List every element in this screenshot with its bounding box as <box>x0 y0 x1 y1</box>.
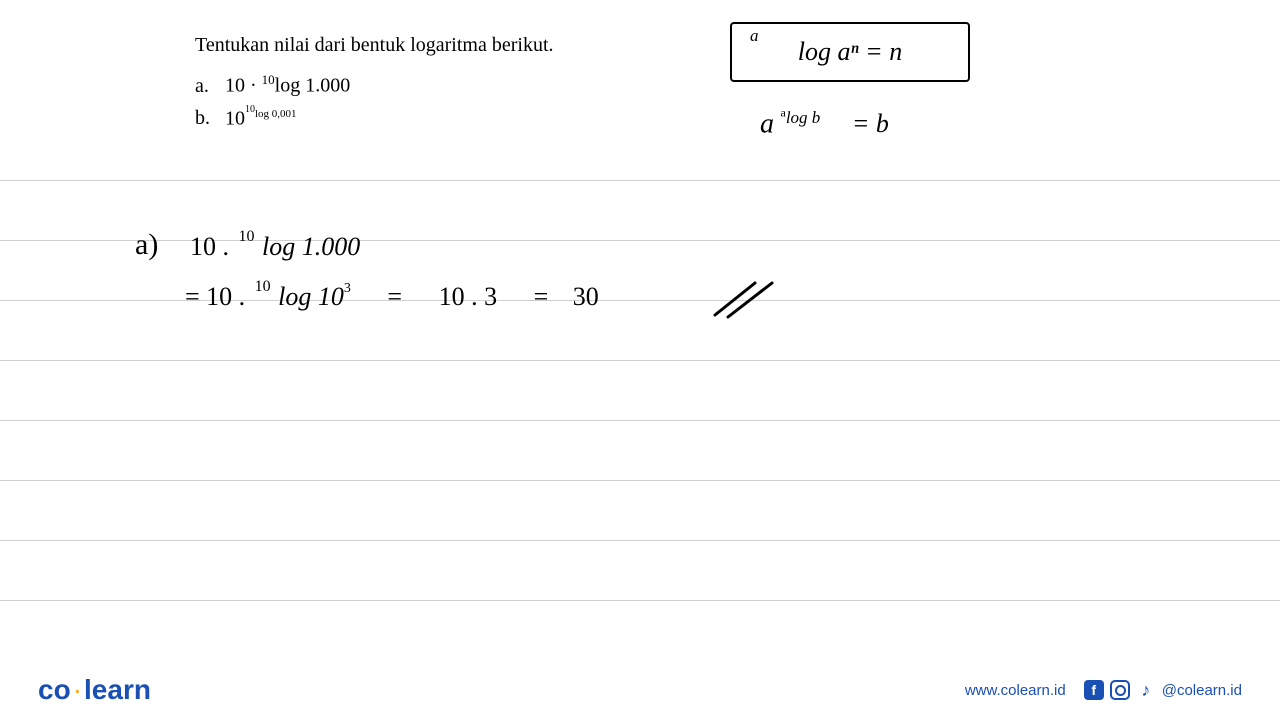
answer-underline-icon <box>710 275 780 325</box>
wl2-f: 30 <box>573 282 599 311</box>
work-line-2: = 10 . 10 log 103 = 10 . 3 = 30 <box>185 282 599 312</box>
formula-2: a alog b = b <box>760 105 889 140</box>
logo-learn: learn <box>84 674 151 705</box>
option-a-log: log 1.000 <box>275 75 351 97</box>
wl1-b: log 1.000 <box>262 232 360 261</box>
wl2-b: log 10 <box>278 282 344 311</box>
wl1-sup: 10 <box>239 228 255 245</box>
wl2-exp: 3 <box>344 281 351 296</box>
wl2-c: = <box>387 282 402 311</box>
work-label: a) <box>135 228 158 262</box>
footer: co·learn www.colearn.id f ♪ @colearn.id <box>0 660 1280 720</box>
wl2-a: = 10 . <box>185 282 245 311</box>
option-a-prefix: 10 · <box>225 75 262 97</box>
social-group: f ♪ @colearn.id <box>1084 680 1242 700</box>
wl2-e: = <box>534 282 549 311</box>
option-b-exp-base: 10 <box>245 104 255 115</box>
social-handle: @colearn.id <box>1162 682 1242 699</box>
facebook-icon[interactable]: f <box>1084 680 1104 700</box>
logo-dot-icon: · <box>73 674 82 705</box>
option-a-content: 10 · 10log 1.000 <box>225 72 350 98</box>
formula-box: a log aⁿ = n <box>730 22 970 82</box>
rule-line <box>0 480 1280 540</box>
rule-line <box>0 420 1280 480</box>
footer-right: www.colearn.id f ♪ @colearn.id <box>965 680 1242 700</box>
formula-box-body: log aⁿ = n <box>798 37 902 67</box>
tiktok-icon[interactable]: ♪ <box>1136 680 1156 700</box>
rule-line <box>0 360 1280 420</box>
option-b-content: 1010log 0,001 <box>225 104 297 131</box>
wl2-d: 10 . 3 <box>439 282 498 311</box>
question-block: Tentukan nilai dari bentuk logaritma ber… <box>195 30 615 130</box>
logo-co: co <box>38 674 71 705</box>
rule-line <box>0 600 1280 660</box>
wl2-sup: 10 <box>255 278 271 295</box>
work-line-1: 10 . 10 log 1.000 <box>190 232 360 262</box>
formula2-rhs: = b <box>852 109 889 138</box>
option-b: b. 1010log 0,001 <box>195 104 615 131</box>
wl1-a: 10 . <box>190 232 229 261</box>
option-b-label: b. <box>195 107 225 130</box>
question-prompt: Tentukan nilai dari bentuk logaritma ber… <box>195 30 615 60</box>
formula-box-base: a <box>750 26 759 46</box>
logo: co·learn <box>38 674 151 706</box>
option-a-base: 10 <box>262 72 275 87</box>
option-a: a. 10 · 10log 1.000 <box>195 72 615 98</box>
option-a-label: a. <box>195 75 225 98</box>
rule-line <box>0 180 1280 240</box>
website-link[interactable]: www.colearn.id <box>965 682 1066 699</box>
rule-line <box>0 540 1280 600</box>
content-area: Tentukan nilai dari bentuk logaritma ber… <box>0 0 1280 650</box>
instagram-icon[interactable] <box>1110 680 1130 700</box>
formula2-a: a <box>760 108 774 139</box>
option-b-exp-log: log 0,001 <box>255 108 297 120</box>
option-b-ten: 10 <box>225 107 245 129</box>
formula2-exp: log b <box>786 108 820 127</box>
